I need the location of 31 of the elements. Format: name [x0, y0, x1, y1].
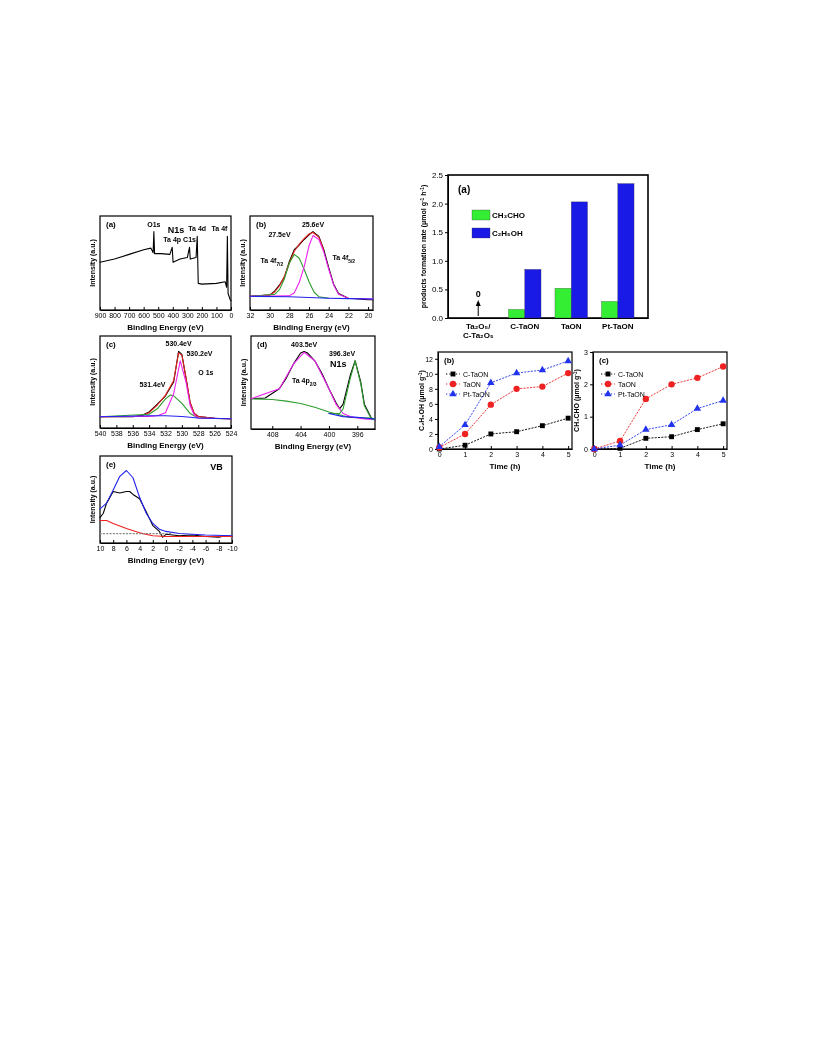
y-tick-label: 2.5: [431, 171, 444, 181]
annotation: N1s: [167, 224, 185, 235]
chart-title: (a): [106, 220, 117, 229]
x-axis-title: Binding Energy (eV): [127, 441, 205, 450]
text: (a): [458, 184, 471, 195]
y-tick-label: 2.0: [431, 199, 444, 209]
y-tick-label: 0.0: [431, 314, 444, 324]
text: (b): [444, 356, 455, 365]
chart-title: (e): [106, 460, 117, 469]
annotation: N1s: [329, 358, 347, 369]
chart-title: (c): [106, 340, 117, 349]
annotation: VB: [210, 461, 224, 472]
x-tick-label: C-TaON: [510, 322, 540, 332]
x-axis-title: Time (h): [489, 462, 521, 471]
legend-label: C₂H₅OH: [492, 229, 523, 238]
y-tick-label: 1.0: [431, 256, 444, 266]
x-tick-label: TaON: [560, 322, 582, 332]
x-axis-title: Binding Energy (eV): [127, 323, 205, 332]
x-tick-label: Ta₂O₅/C-Ta₂O₅: [462, 322, 494, 341]
x-tick-label: Pt-TaON: [602, 322, 634, 332]
x-axis-title: Time (h): [644, 462, 676, 471]
y-tick-label: 0.5: [431, 285, 444, 295]
annotation: 0: [475, 289, 481, 299]
x-axis-title: Binding Energy (eV): [273, 323, 351, 332]
y-tick-label: 1.5: [431, 228, 444, 238]
legend-label: CH₃CHO: [492, 211, 526, 220]
x-axis-title: Binding Energy (eV): [127, 556, 205, 565]
chart-title: (d): [257, 340, 268, 349]
text: (c): [599, 356, 610, 365]
x-axis-title: Binding Energy (eV): [274, 442, 352, 451]
chart-title: (b): [256, 220, 267, 229]
